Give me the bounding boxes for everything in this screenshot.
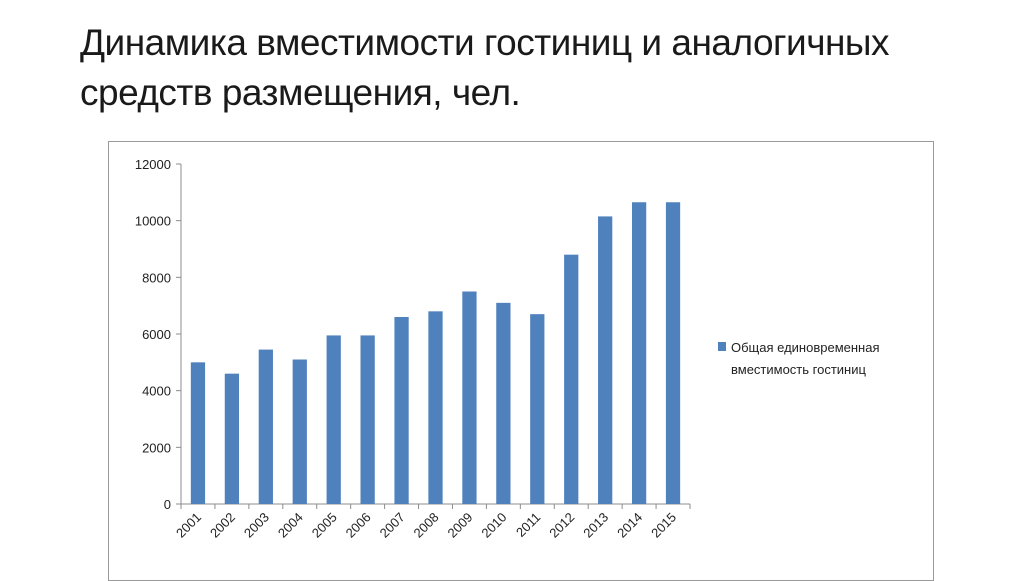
x-tick-label: 2006 (343, 510, 374, 541)
y-tick-label: 6000 (142, 327, 171, 342)
x-tick-label: 2003 (241, 510, 272, 541)
bar-2013 (598, 216, 613, 504)
y-tick-label: 4000 (142, 384, 171, 399)
x-tick-label: 2014 (614, 510, 645, 541)
x-tick-label: 2011 (513, 510, 543, 540)
x-tick-label: 2002 (207, 510, 238, 541)
bar-2015 (665, 202, 681, 504)
x-tick-label: 2015 (648, 510, 679, 541)
bar-2014 (631, 202, 647, 504)
y-tick-label: 12000 (135, 157, 171, 172)
y-tick-label: 2000 (142, 440, 171, 455)
legend-swatch (718, 342, 726, 351)
bar-2004 (292, 359, 307, 504)
bar-2002 (224, 373, 240, 504)
y-tick-label: 0 (164, 497, 171, 512)
x-tick-label: 2012 (546, 510, 577, 541)
bar-2005 (326, 335, 341, 504)
bar-2003 (258, 349, 273, 504)
x-tick-label: 2001 (173, 510, 204, 541)
bar-2006 (360, 335, 375, 504)
legend-label: Общая единовременная (731, 340, 880, 355)
x-tick-label: 2010 (478, 510, 509, 541)
bar-2008 (428, 311, 443, 504)
x-tick-label: 2009 (444, 510, 475, 541)
bar-2012 (564, 254, 579, 504)
bar-2007 (394, 317, 409, 504)
page-title: Динамика вместимости гостиниц и аналогич… (80, 22, 890, 113)
x-tick-label: 2005 (309, 510, 340, 541)
x-tick-label: 2007 (377, 510, 408, 541)
x-tick-label: 2008 (411, 510, 442, 541)
x-tick-label: 2004 (275, 510, 306, 541)
bar-2001 (190, 362, 206, 504)
bar-2010 (496, 302, 511, 504)
y-tick-label: 10000 (135, 214, 171, 229)
legend-label: вместимость гостиниц (731, 362, 866, 377)
bar-2011 (530, 314, 545, 504)
bar-2009 (462, 291, 477, 504)
chart-area (108, 141, 934, 581)
x-tick-label: 2013 (580, 510, 611, 541)
y-tick-label: 8000 (142, 270, 171, 285)
